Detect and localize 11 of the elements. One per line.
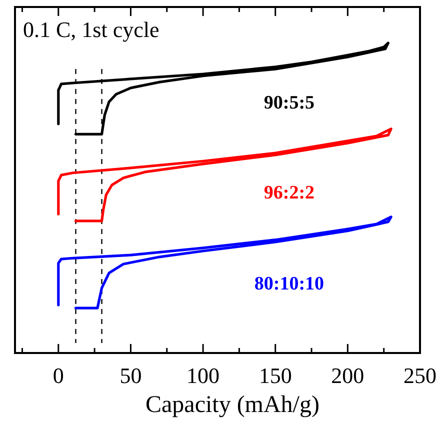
series-label: 80:10:10	[254, 273, 324, 294]
x-tick-label: 0	[52, 363, 64, 388]
series-label: 90:5:5	[264, 92, 315, 114]
series-label: 96:2:2	[264, 182, 315, 204]
x-axis-title: Capacity (mAh/g)	[146, 392, 320, 418]
x-tick-label: 150	[258, 363, 292, 388]
x-tick-label: 50	[120, 363, 142, 388]
x-tick-label: 250	[404, 363, 436, 388]
x-tick-label: 200	[331, 363, 364, 388]
x-tick-label: 100	[186, 363, 220, 388]
chart-title: 0.1 C, 1st cycle	[23, 17, 160, 42]
